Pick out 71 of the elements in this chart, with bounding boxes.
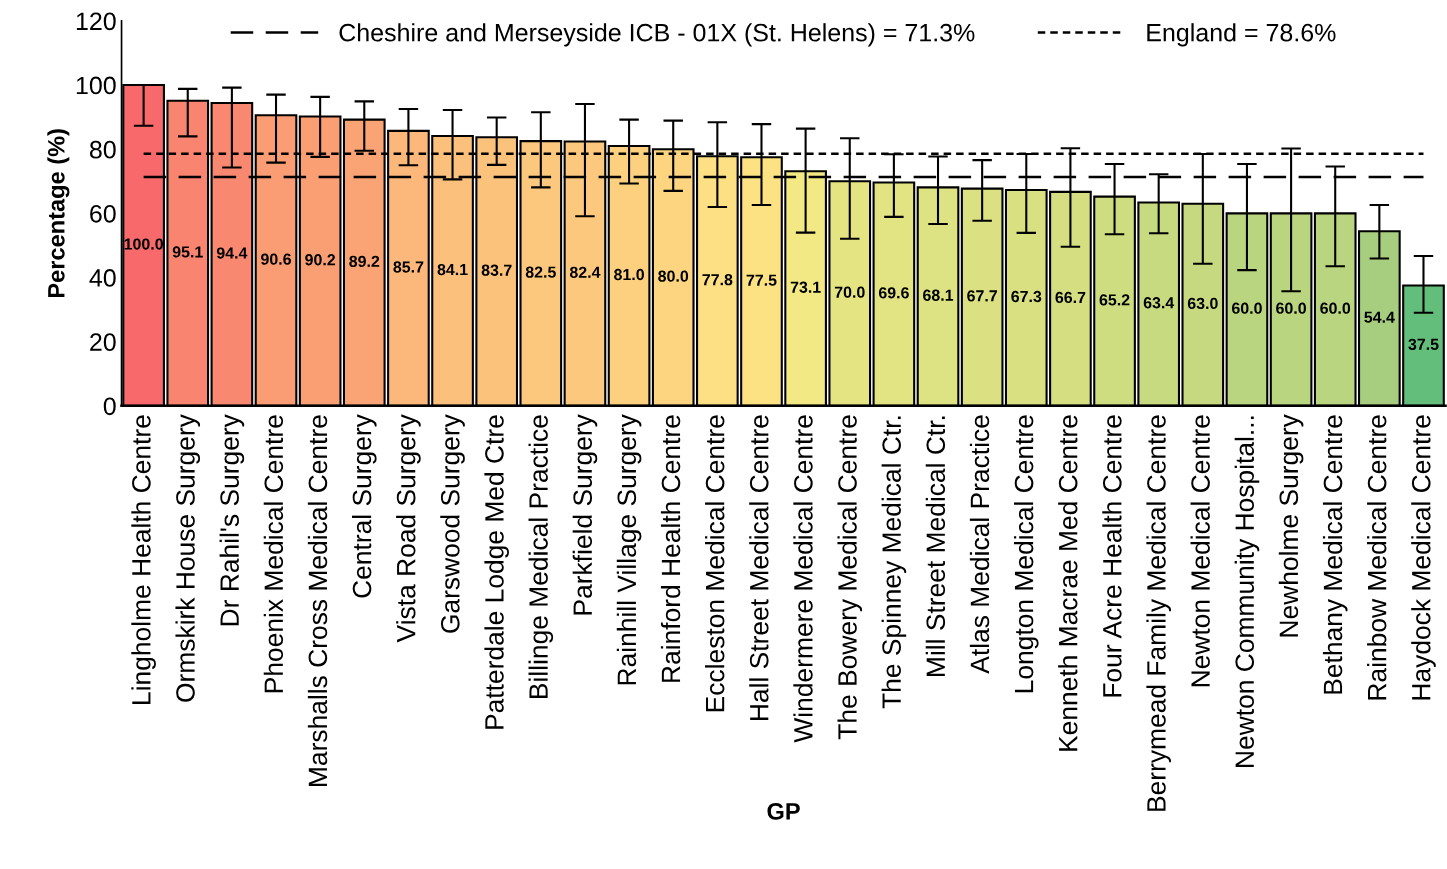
data-label: 84.1 (437, 263, 468, 276)
data-label: 81.0 (614, 268, 644, 281)
data-label: 60.0 (1231, 302, 1262, 314)
x-tick-label: Haydock Medical Centre (1411, 415, 1436, 700)
data-label: 37.5 (1408, 338, 1439, 350)
data-label: 90.6 (261, 253, 291, 265)
x-tick-label: Windermere Medical Centre (793, 415, 813, 743)
data-label: 66.7 (1055, 291, 1086, 304)
x-tick-label: Phoenix Medical Centre (263, 415, 284, 693)
y-tick-label: 60 (90, 204, 116, 223)
x-tick-label: Hall Street Medical Centre (749, 415, 769, 720)
y-tick-label: 40 (89, 269, 116, 287)
data-label: 67.3 (1011, 290, 1042, 303)
data-label: 67.7 (967, 290, 997, 302)
data-label: 68.1 (923, 289, 954, 301)
data-label: 54.4 (1364, 311, 1395, 323)
data-label: 63.0 (1187, 297, 1218, 310)
data-label: 60.0 (1320, 302, 1351, 314)
x-tick-label: Rainhill Village Surgery (616, 414, 642, 685)
x-axis-title: GP (767, 802, 800, 820)
data-label: 95.1 (172, 246, 203, 258)
x-tick-label: Rainbow Medical Centre (1367, 415, 1387, 700)
x-tick-label: Kenneth Macrae Med Centre (1058, 415, 1078, 751)
y-tick-label: 20 (90, 333, 116, 351)
x-tick-label: Ormskirk House Surgery (175, 414, 201, 702)
data-label: 77.8 (702, 274, 733, 286)
y-tick-label: 100 (76, 76, 116, 95)
data-label: 60.0 (1276, 302, 1306, 314)
x-tick-label: Eccleston Medical Centre (705, 415, 725, 712)
legend-label: England = 78.6% (1147, 23, 1336, 47)
data-label: 77.5 (746, 274, 777, 286)
data-label: 89.2 (349, 255, 380, 268)
x-tick-label: Four Acre Health Centre (1102, 415, 1122, 697)
x-tick-label: Parkfield Surgery (572, 414, 598, 615)
data-label: 73.1 (790, 281, 821, 293)
data-label: 65.2 (1099, 294, 1130, 306)
x-tick-label: Lingholme Health Centre (131, 415, 156, 704)
data-label: 94.4 (216, 247, 248, 259)
y-tick-label: 120 (76, 12, 116, 31)
x-tick-label: Longton Medical Centre (1013, 415, 1039, 693)
x-tick-label: Patterdale Lodge Med Ctre (484, 415, 509, 729)
x-tick-label: Newholme Surgery (1278, 414, 1304, 637)
data-label: 69.6 (878, 287, 909, 299)
x-tick-label: Berrymead Family Medical Centre (1146, 415, 1171, 811)
data-label: 63.4 (1143, 297, 1175, 309)
x-tick-label: Rainford Health Centre (660, 415, 681, 682)
y-tick-label: 80 (89, 140, 116, 159)
x-tick-label: Bethany Medical Centre (1322, 415, 1348, 694)
y-tick-label: 0 (103, 397, 116, 416)
x-tick-label: Marshalls Cross Medical Centre (307, 415, 328, 786)
data-label: 70.0 (834, 286, 865, 298)
data-label: 80.0 (658, 270, 689, 282)
x-tick-label: Dr Rahil's Surgery (219, 414, 245, 626)
data-label: 82.4 (569, 266, 601, 278)
x-tick-label: Vista Road Surgery (396, 414, 421, 643)
x-tick-label: Garswood Surgery (440, 414, 465, 633)
y-axis-title: Percentage (%) (47, 129, 70, 298)
x-tick-label: Billinge Medical Practice (528, 415, 554, 698)
x-tick-label: Central Surgery (351, 414, 377, 598)
x-tick-label: Newton Community Hospital... (1234, 416, 1260, 767)
x-tick-label: The Bowery Medical Centre (837, 415, 863, 740)
data-label: 83.7 (481, 264, 512, 276)
x-tick-label: Newton Medical Centre (1190, 415, 1210, 687)
data-label: 82.5 (525, 266, 556, 278)
x-tick-label: The Spinney Medical Ctr. (881, 416, 907, 709)
data-label: 85.7 (393, 261, 424, 273)
legend-label: Cheshire and Merseyside ICB - 01X (St. Helens) = 71.3% (339, 23, 975, 47)
x-tick-label: Mill Street Medical Ctr. (925, 416, 946, 676)
data-label: 90.2 (305, 254, 336, 266)
x-tick-label: Atlas Medical Practice (969, 415, 990, 674)
data-label: 100.0 (124, 238, 163, 250)
